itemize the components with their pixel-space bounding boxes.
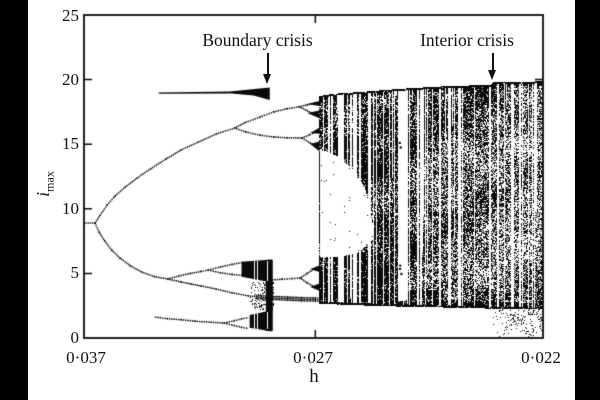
- x-tick-label-0037: 0·037: [66, 348, 106, 367]
- letterbox-left: [0, 0, 28, 400]
- y-tick-label-10: 10: [62, 199, 79, 218]
- letterbox-right: [575, 0, 600, 400]
- y-axis-title-base: i: [33, 191, 53, 197]
- interior-crisis-label: Interior crisis: [420, 30, 514, 50]
- y-tick-label-15: 15: [62, 134, 79, 153]
- y-axis-title: imax: [30, 151, 57, 217]
- y-tick-label-20: 20: [62, 70, 79, 89]
- y-tick-label-0: 0: [70, 328, 80, 347]
- boundary-crisis-arrow: [267, 53, 269, 74]
- boundary-crisis-arrowhead-icon: [263, 74, 272, 84]
- interior-crisis-arrow: [492, 53, 494, 70]
- y-axis-title-subscript: max: [42, 171, 57, 192]
- interior-crisis-arrowhead-icon: [488, 70, 497, 80]
- boundary-crisis-label: Boundary crisis: [202, 30, 313, 50]
- y-tick-label-5: 5: [70, 263, 80, 282]
- x-axis-title: h: [309, 366, 319, 387]
- x-tick-label-0022: 0·022: [521, 348, 561, 367]
- y-tick-label-25: 25: [62, 6, 79, 25]
- x-tick-label-0027: 0·027: [293, 348, 333, 367]
